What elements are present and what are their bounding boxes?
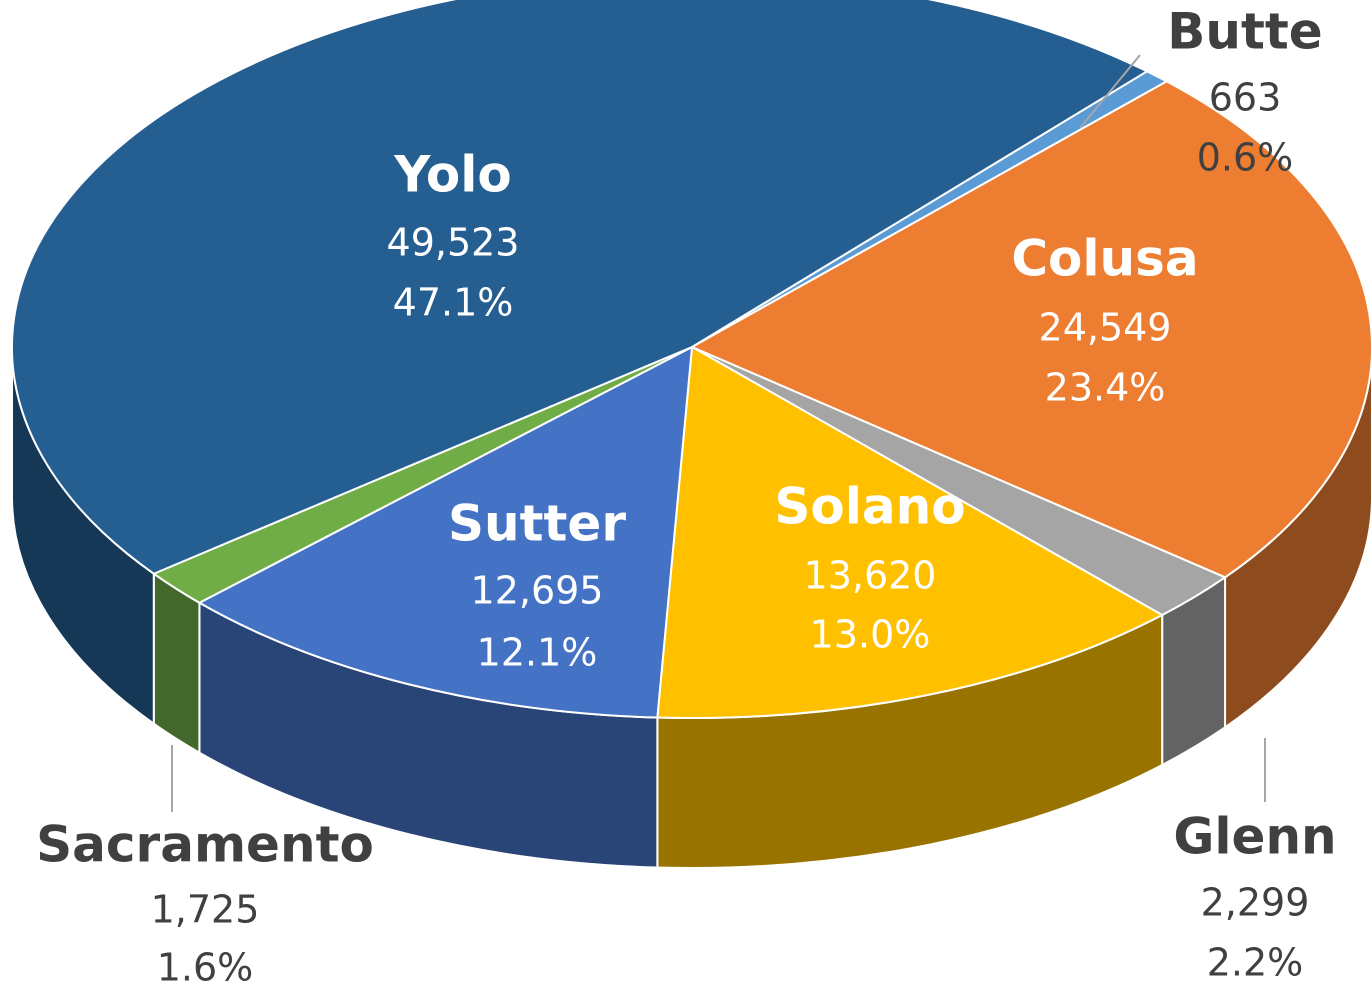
leader-line [1079,54,1141,129]
value-label: 24,549 [1039,306,1172,350]
slice-name: Solano [774,478,965,536]
percent-label: 23.4% [1045,366,1166,410]
percent-label: 0.6% [1197,136,1294,180]
value-label: 1,725 [151,888,260,932]
value-label: 12,695 [471,569,604,613]
percent-label: 47.1% [393,281,514,325]
slice-name: Sacramento [36,816,374,874]
percent-label: 2.2% [1207,941,1304,985]
percent-label: 1.6% [157,946,254,990]
value-label: 2,299 [1201,881,1310,925]
pie-side [152,571,201,755]
value-label: 13,620 [804,554,937,598]
slice-name: Glenn [1173,808,1336,866]
pie-slice [11,0,1150,575]
percent-label: 12.1% [477,631,598,675]
value-label: 663 [1209,76,1282,120]
slice-name: Sutter [448,495,626,553]
slice-name: Colusa [1011,230,1198,288]
value-label: 49,523 [387,221,520,265]
pie-slice [197,345,694,719]
slice-name: Yolo [393,146,511,204]
pie-slice [656,345,1165,719]
slice-name: Butte [1167,3,1322,61]
percent-label: 13.0% [810,613,931,657]
